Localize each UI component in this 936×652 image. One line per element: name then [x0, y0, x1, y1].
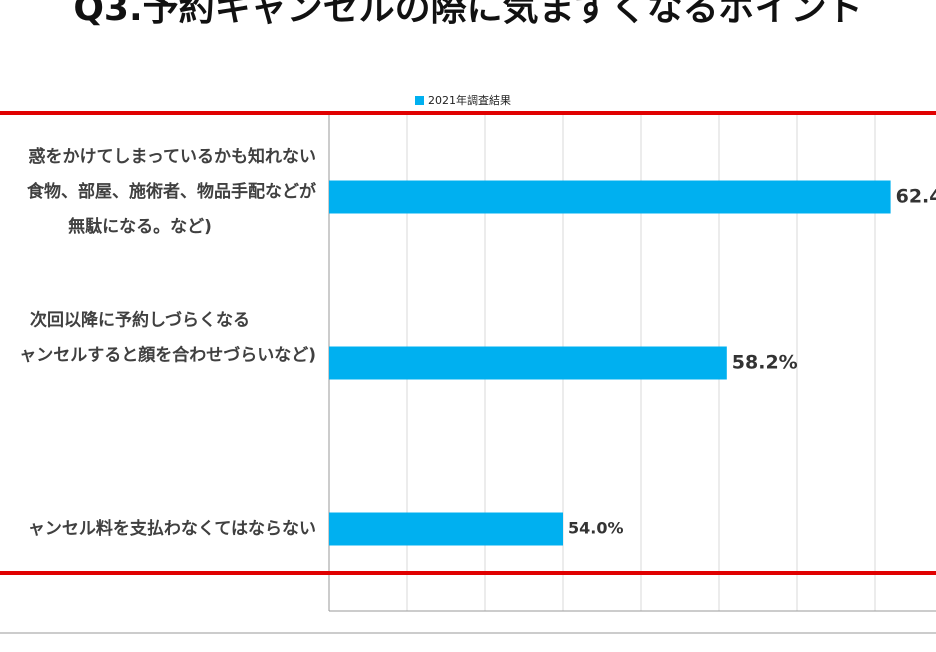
bar	[329, 180, 891, 214]
category-label: 惑をかけてしまっているかも知れない	[29, 146, 316, 167]
value-label: 58.2%	[732, 352, 798, 374]
bar	[329, 512, 563, 546]
value-label: 62.4%	[896, 186, 936, 208]
legend-label: 2021年調査結果	[428, 93, 511, 107]
value-label: 54.0%	[568, 519, 624, 538]
bar	[329, 346, 727, 380]
category-label: ャンセル料を支払わなくてはならない	[28, 518, 316, 539]
chart-title: Q3.予約キャンセルの際に気まずくなるポイント	[73, 0, 862, 29]
legend-swatch	[415, 96, 424, 105]
category-label: 食物、部屋、施術者、物品手配などが	[27, 181, 316, 202]
category-label: 無駄になる。など)	[68, 216, 212, 237]
category-label: 次回以降に予約しづらくなる	[30, 310, 250, 331]
category-label: ャンセルすると顔を合わせづらいなど)	[19, 345, 316, 366]
